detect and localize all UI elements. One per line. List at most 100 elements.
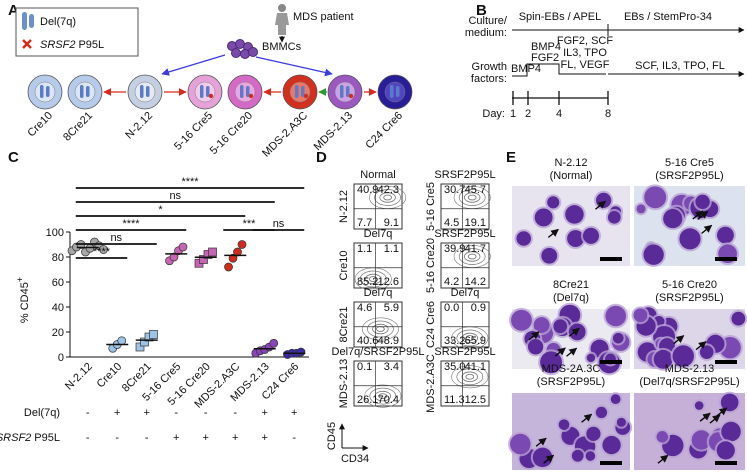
data-point bbox=[149, 330, 158, 339]
chromosome bbox=[240, 85, 244, 98]
cell-nucleus bbox=[534, 208, 553, 227]
pointer-arrow bbox=[595, 200, 607, 210]
genotype-sign: + bbox=[144, 407, 150, 419]
cell-nucleus bbox=[633, 308, 648, 323]
contour bbox=[465, 373, 475, 380]
cell-nucleus bbox=[607, 210, 621, 224]
medium-label: Spin-EBs / APEL bbox=[519, 11, 602, 23]
y-axis-label: % CD45+ bbox=[15, 277, 31, 323]
nucleus bbox=[334, 81, 356, 103]
cell-nucleus bbox=[516, 231, 531, 246]
factor-label: SCF, IL3, TPO, FL bbox=[635, 60, 725, 72]
quadrant-value: 45.7 bbox=[465, 184, 486, 196]
factor-label: FL, VEGF bbox=[561, 59, 610, 71]
arrow bbox=[255, 56, 333, 77]
quadrant-value: 48.9 bbox=[378, 335, 399, 347]
cell-nucleus bbox=[731, 311, 746, 326]
cell-nucleus bbox=[644, 186, 667, 209]
flow-plot bbox=[440, 360, 490, 407]
data-point bbox=[208, 247, 217, 257]
quadrant-value: 4.6 bbox=[357, 302, 372, 314]
chromosome bbox=[246, 86, 250, 97]
genotype-sign: + bbox=[173, 432, 179, 444]
plot-title: Normal bbox=[360, 169, 395, 181]
mutation-icon bbox=[22, 39, 32, 49]
pointer-arrow bbox=[673, 335, 685, 345]
chromosome bbox=[146, 86, 150, 97]
plot-sample: C24 Cre6 bbox=[425, 301, 437, 348]
quadrant-value: 3.4 bbox=[384, 361, 399, 373]
arrow bbox=[161, 54, 226, 76]
y-tick-label: 20 bbox=[52, 327, 64, 339]
plot-title: Del7q bbox=[364, 228, 393, 240]
cell-nucleus bbox=[533, 317, 550, 333]
chromosome bbox=[86, 86, 90, 97]
quadrant-value: 35.0 bbox=[444, 361, 465, 373]
contour bbox=[456, 329, 484, 347]
quadrant-value: 5.9 bbox=[384, 302, 399, 314]
contour bbox=[361, 317, 399, 341]
row-label: factors: bbox=[471, 73, 507, 85]
pointer-arrow bbox=[701, 224, 713, 234]
cell-line-label: MDS-2.13 bbox=[312, 110, 356, 154]
image-title: MDS-2A.3C bbox=[542, 363, 601, 375]
genotype-sign: - bbox=[204, 407, 208, 419]
chromosome bbox=[295, 85, 299, 98]
cell-nucleus bbox=[663, 209, 683, 229]
contour bbox=[456, 368, 484, 386]
image-subtitle: (Normal) bbox=[550, 170, 593, 182]
row-label: Culture/ bbox=[468, 15, 507, 27]
quadrant-value: 12.5 bbox=[465, 394, 486, 406]
cell-nucleus bbox=[653, 349, 673, 369]
significance-label: ns bbox=[273, 218, 285, 230]
bmmc-cell bbox=[248, 47, 258, 57]
factor-label: IL3, TPO bbox=[563, 47, 607, 59]
cell-nucleus bbox=[595, 406, 608, 419]
contour bbox=[374, 390, 392, 402]
panel-label: C bbox=[8, 149, 19, 166]
flow-plot bbox=[440, 301, 490, 348]
data-point bbox=[140, 337, 149, 347]
genotype-sign: - bbox=[233, 407, 237, 419]
quadrant-value: 40.6 bbox=[357, 335, 378, 347]
genotype-sign: - bbox=[115, 432, 119, 444]
nucleus bbox=[289, 81, 311, 103]
significance-label: ns bbox=[110, 232, 122, 244]
quadrant-value: 12.6 bbox=[378, 276, 399, 288]
flow-plot bbox=[353, 360, 403, 407]
x-tick-label: N-2.12 bbox=[63, 361, 95, 393]
scale-bar bbox=[600, 461, 622, 465]
quadrant-value: 4.5 bbox=[444, 217, 459, 229]
cell-nucleus bbox=[695, 194, 710, 210]
plot-sample: 8Cre21 bbox=[338, 306, 350, 342]
panel-label: E bbox=[506, 149, 516, 166]
plot-title: SRSF2P95L bbox=[434, 228, 495, 240]
image-subtitle: (Del7q) bbox=[553, 292, 589, 304]
pointer-arrow bbox=[697, 210, 709, 220]
pointer-arrow bbox=[695, 341, 707, 351]
plot-sample: N-2.12 bbox=[338, 190, 350, 223]
genotype-sign: - bbox=[145, 432, 149, 444]
quadrant-value: 11.3 bbox=[444, 394, 465, 406]
nucleus bbox=[234, 81, 256, 103]
cell-nucleus bbox=[586, 353, 596, 363]
scale-bar bbox=[715, 360, 737, 364]
data-point bbox=[228, 253, 238, 263]
cell-line-label: 5-16 Cre20 bbox=[208, 110, 255, 157]
quadrant-value: 1.1 bbox=[384, 243, 399, 255]
contour bbox=[372, 323, 389, 335]
significance-label: *** bbox=[243, 218, 257, 230]
pointer-arrow bbox=[543, 454, 555, 464]
panel-label: D bbox=[316, 149, 327, 166]
significance-label: **** bbox=[93, 246, 111, 258]
y-tick-label: 60 bbox=[52, 277, 64, 289]
pointer-arrow bbox=[716, 407, 728, 417]
data-point bbox=[224, 262, 233, 272]
image-subtitle: (Del7q/SRSF2P95L) bbox=[639, 376, 739, 388]
y-tick-label: 100 bbox=[46, 227, 64, 239]
genotype-sign: + bbox=[203, 432, 209, 444]
row-label: Growth bbox=[472, 61, 507, 73]
quadrant-value: 65.9 bbox=[465, 335, 486, 347]
patient-label: MDS patient bbox=[293, 11, 354, 23]
cell-line-label: 8Cre21 bbox=[61, 110, 95, 144]
